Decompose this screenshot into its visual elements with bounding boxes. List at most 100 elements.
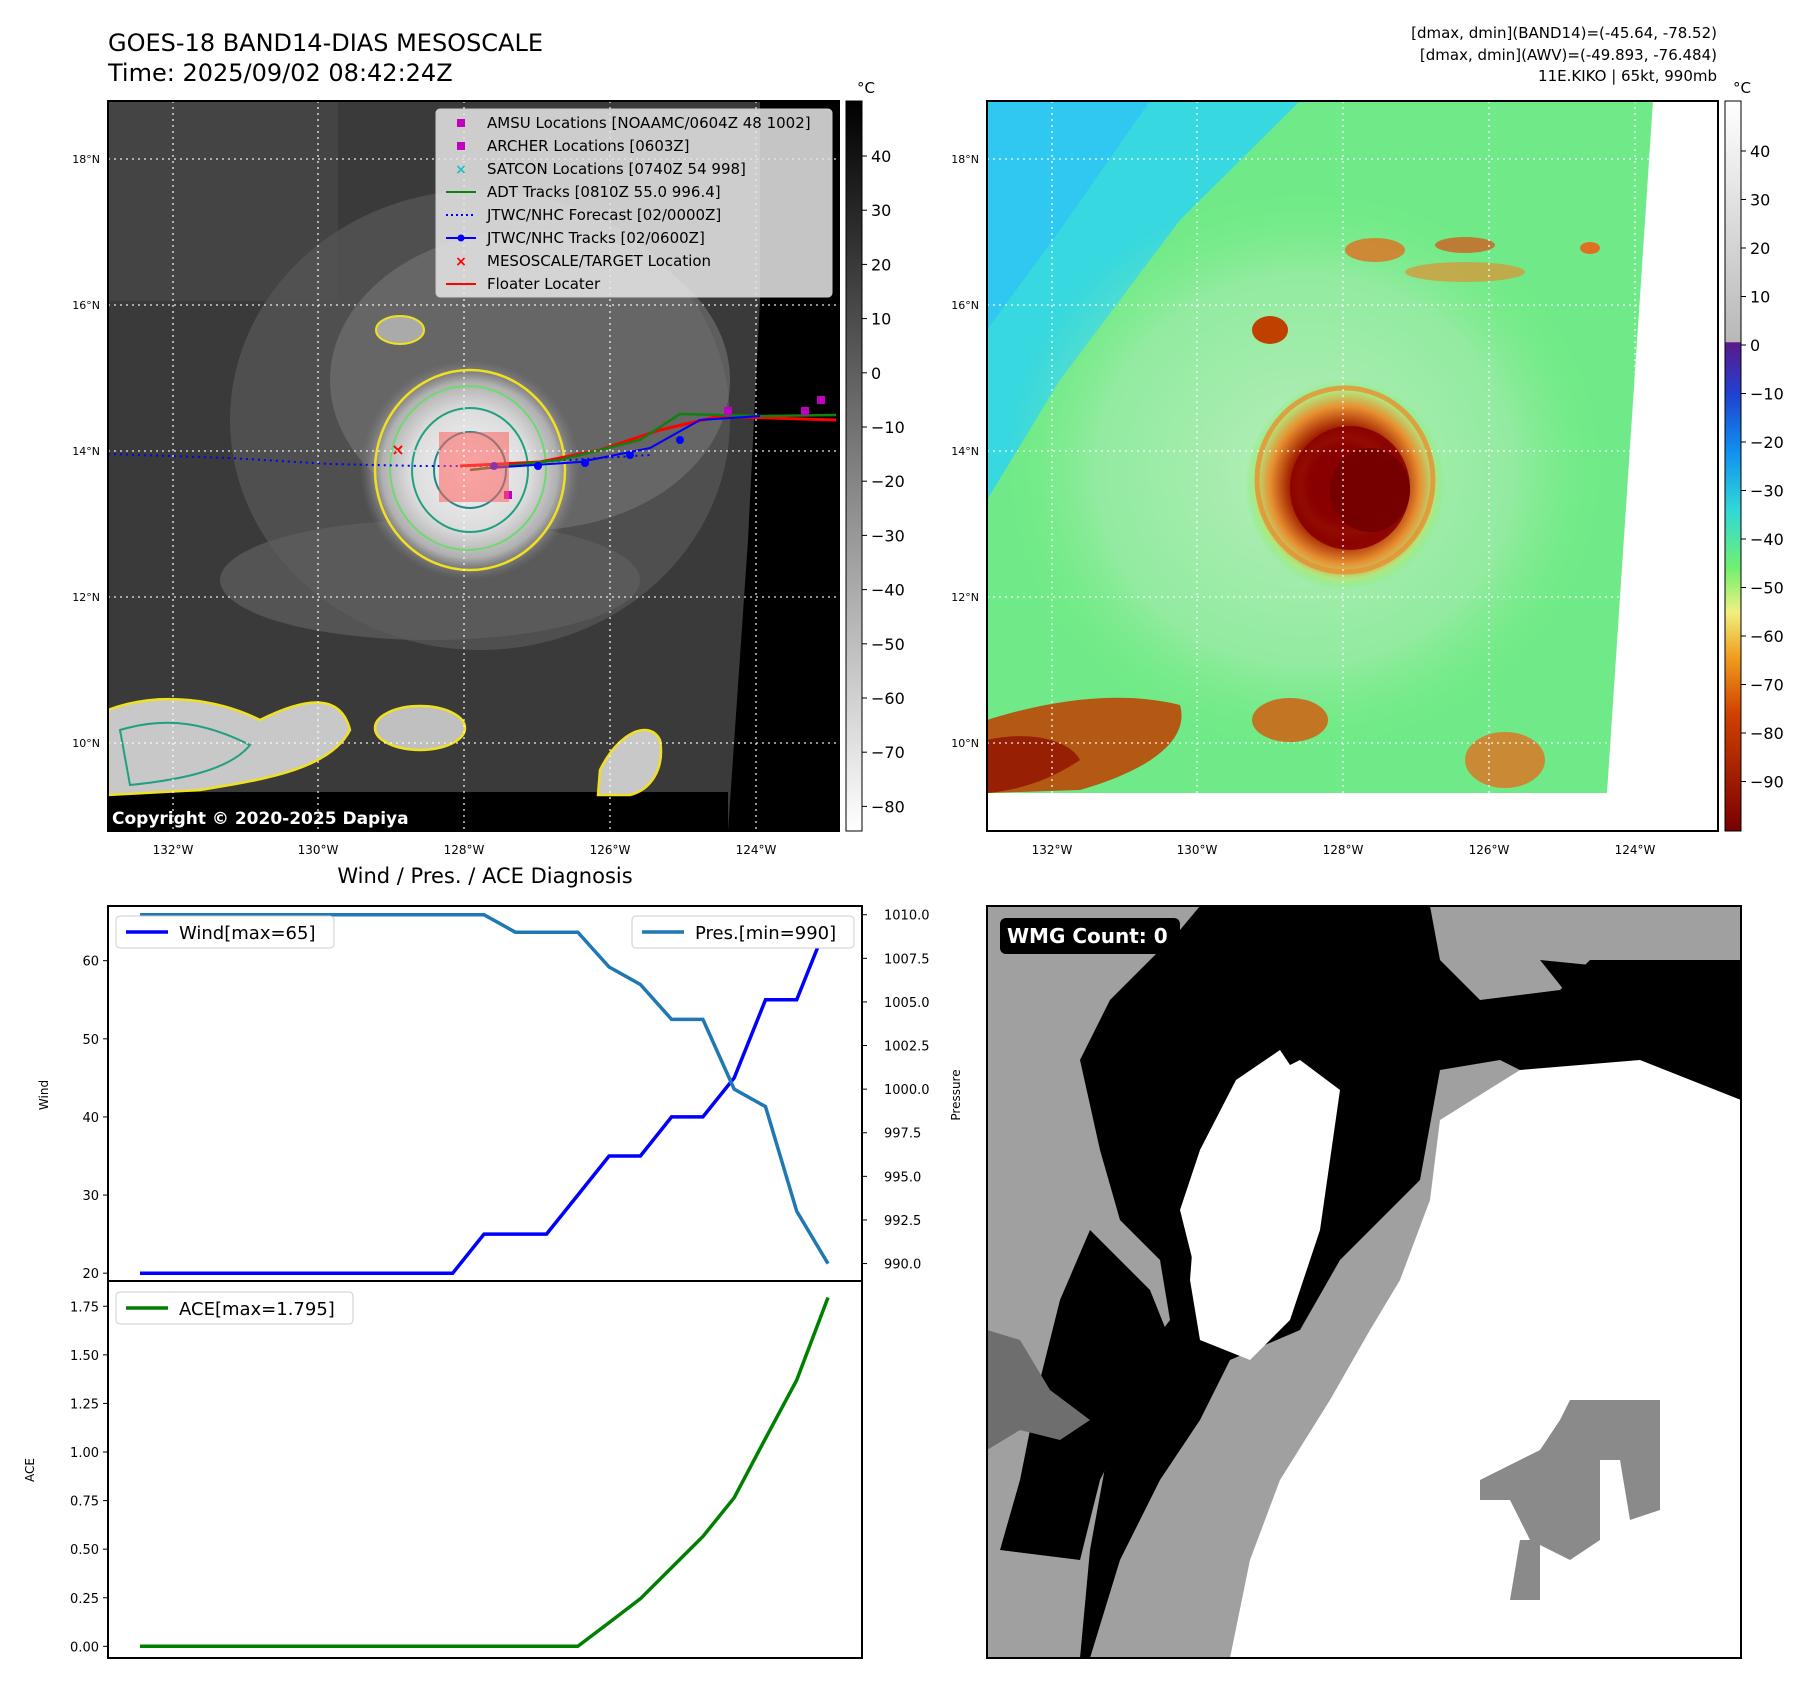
legend-label: JTWC/NHC Tracks [02/0600Z] bbox=[486, 229, 705, 247]
left-lon-label: 126°W bbox=[590, 843, 631, 857]
left-cbar-tick-label: −40 bbox=[871, 581, 905, 600]
left-cbar-tick-label: −20 bbox=[871, 472, 905, 491]
right-map-lon-labels: 132°W 130°W 128°W 126°W 124°W bbox=[1032, 843, 1656, 857]
right-cbar-tick-label: −50 bbox=[1750, 579, 1784, 598]
left-cbar-tick-label: −60 bbox=[871, 689, 905, 708]
legend-entry: × MESOSCALE/TARGET Location bbox=[455, 252, 711, 270]
legend-label: AMSU Locations [NOAAMC/0604Z 48 1002] bbox=[487, 114, 811, 132]
wind-line bbox=[140, 920, 830, 1275]
left-lon-label: 132°W bbox=[153, 843, 194, 857]
ace-tick-label: 1.00 bbox=[70, 1446, 99, 1461]
info-awv: [dmax, dmin](AWV)=(-49.893, -76.484) bbox=[1420, 46, 1717, 64]
right-cbar-tick-label: −80 bbox=[1750, 724, 1784, 743]
legend-label: JTWC/NHC Forecast [02/0000Z] bbox=[486, 206, 721, 224]
right-lat-label: 14°N bbox=[951, 445, 979, 458]
ace-panel: 1.75 1.50 1.25 1.00 0.75 0.50 0.25 0.00 ACE ACE… bbox=[23, 1280, 863, 1659]
legend-entry: JTWC/NHC Tracks [02/0600Z] bbox=[446, 229, 705, 247]
right-map-frame bbox=[986, 100, 1719, 832]
left-lat-label: 10°N bbox=[72, 737, 100, 750]
legend-marker-dot bbox=[457, 234, 465, 242]
right-cbar-tick-label: 20 bbox=[1750, 239, 1770, 258]
wind-legend-label: Wind[max=65] bbox=[179, 923, 316, 944]
legend-entry: ARCHER Locations [0603Z] bbox=[457, 137, 690, 155]
pressure-tick-label: 1010.0 bbox=[884, 909, 930, 924]
right-lat-label: 18°N bbox=[951, 153, 979, 166]
right-colorbar: °C 40 30 20 10 0 −10 −20 −30 −40 −50 −60 −70 −80 −90 bbox=[1724, 79, 1784, 832]
left-cbar-tick-label: 30 bbox=[871, 201, 891, 220]
pressure-axis-label: Pressure bbox=[949, 1069, 963, 1120]
svg-text:×: × bbox=[391, 440, 404, 459]
right-satellite-map bbox=[987, 101, 1718, 831]
right-lat-label: 10°N bbox=[951, 737, 979, 750]
right-colorbar-unit: °C bbox=[1733, 79, 1751, 97]
legend-label: Floater Locater bbox=[487, 275, 601, 293]
right-cbar-tick-label: −30 bbox=[1750, 482, 1784, 501]
legend-label: ADT Tracks [0810Z 55.0 996.4] bbox=[487, 183, 721, 201]
ace-axis-label: ACE bbox=[23, 1458, 37, 1482]
legend-entry: × SATCON Locations [0740Z 54 998] bbox=[455, 160, 746, 178]
left-colorbar: °C 40 30 20 10 0 −10 −20 −30 −40 −50 −60 −70 −80 bbox=[845, 79, 905, 832]
wind-tick-label: 30 bbox=[82, 1189, 99, 1204]
right-cbar-tick-label: −20 bbox=[1750, 433, 1784, 452]
legend-label: MESOSCALE/TARGET Location bbox=[487, 252, 711, 270]
pressure-line bbox=[140, 912, 830, 1265]
right-cbar-tick-label: 30 bbox=[1750, 191, 1770, 210]
wmg-panel: WMG Count: 0 bbox=[986, 905, 1742, 1659]
right-map-lat-labels: 18°N 16°N 14°N 12°N 10°N bbox=[951, 153, 979, 750]
wind-tick-label: 60 bbox=[82, 955, 99, 970]
ace-tick-label: 0.50 bbox=[70, 1543, 99, 1558]
legend-entry: Floater Locater bbox=[446, 275, 601, 293]
left-map-frame bbox=[107, 100, 840, 832]
legend-label: SATCON Locations [0740Z 54 998] bbox=[487, 160, 746, 178]
legend-label: ARCHER Locations [0603Z] bbox=[487, 137, 690, 155]
ace-tick-label: 0.75 bbox=[70, 1495, 99, 1510]
left-lon-label: 130°W bbox=[298, 843, 339, 857]
right-cbar-tick-label: 10 bbox=[1750, 288, 1770, 307]
right-lon-label: 130°W bbox=[1177, 843, 1218, 857]
right-cbar-tick-label: −60 bbox=[1750, 627, 1784, 646]
legend-entry: AMSU Locations [NOAAMC/0604Z 48 1002] bbox=[457, 114, 811, 132]
wind-legend-box bbox=[115, 915, 335, 949]
pressure-tick-label: 1007.5 bbox=[884, 952, 930, 967]
figure-time: Time: 2025/09/02 08:42:24Z bbox=[107, 59, 453, 87]
right-cbar-tick-label: 0 bbox=[1750, 336, 1760, 355]
ace-tick-label: 1.50 bbox=[70, 1349, 99, 1364]
left-map-lon-labels: 132°W 130°W 128°W 126°W 124°W bbox=[153, 843, 777, 857]
left-cbar-tick-label: 20 bbox=[871, 255, 891, 274]
right-lat-label: 12°N bbox=[951, 591, 979, 604]
right-cbar-tick-label: −40 bbox=[1750, 530, 1784, 549]
info-band14: [dmax, dmin](BAND14)=(-45.64, -78.52) bbox=[1411, 24, 1717, 42]
ace-legend-label: ACE[max=1.795] bbox=[179, 1299, 335, 1320]
right-lon-label: 124°W bbox=[1615, 843, 1656, 857]
right-cbar-tick-label: −90 bbox=[1750, 773, 1784, 792]
right-lon-label: 126°W bbox=[1469, 843, 1510, 857]
left-colorbar-unit: °C bbox=[857, 79, 875, 97]
copyright-label: Copyright © 2020-2025 Dapiya bbox=[112, 809, 409, 829]
right-lon-label: 132°W bbox=[1032, 843, 1073, 857]
left-lon-label: 128°W bbox=[444, 843, 485, 857]
left-cbar-tick-label: −80 bbox=[871, 797, 905, 816]
info-storm: 11E.KIKO | 65kt, 990mb bbox=[1538, 67, 1717, 85]
legend-marker: × bbox=[455, 162, 467, 178]
right-cbar-tick-label: 40 bbox=[1750, 142, 1770, 161]
wind-tick-label: 20 bbox=[82, 1267, 99, 1282]
pressure-tick-label: 995.0 bbox=[884, 1170, 921, 1185]
ace-line bbox=[140, 1296, 830, 1649]
pressure-tick-label: 1002.5 bbox=[884, 1040, 930, 1055]
ace-legend-box bbox=[115, 1291, 354, 1325]
figure-title: GOES-18 BAND14-DIAS MESOSCALE bbox=[108, 29, 543, 57]
pressure-tick-label: 992.5 bbox=[884, 1214, 921, 1229]
left-lon-label: 124°W bbox=[736, 843, 777, 857]
left-cbar-tick-label: 0 bbox=[871, 364, 881, 383]
legend-marker: × bbox=[455, 254, 467, 270]
right-lat-label: 16°N bbox=[951, 299, 979, 312]
left-map-lat-labels: 18°N 16°N 14°N 12°N 10°N bbox=[72, 153, 100, 750]
legend-entry: ADT Tracks [0810Z 55.0 996.4] bbox=[446, 183, 721, 201]
left-lat-label: 16°N bbox=[72, 299, 100, 312]
left-cbar-tick-label: 40 bbox=[871, 147, 891, 166]
wmg-count-label: WMG Count: 0 bbox=[1007, 924, 1168, 948]
wind-tick-label: 40 bbox=[82, 1111, 99, 1126]
left-lat-label: 18°N bbox=[72, 153, 100, 166]
left-cbar-tick-label: −70 bbox=[871, 743, 905, 762]
wind-axis-label: Wind bbox=[37, 1080, 51, 1110]
